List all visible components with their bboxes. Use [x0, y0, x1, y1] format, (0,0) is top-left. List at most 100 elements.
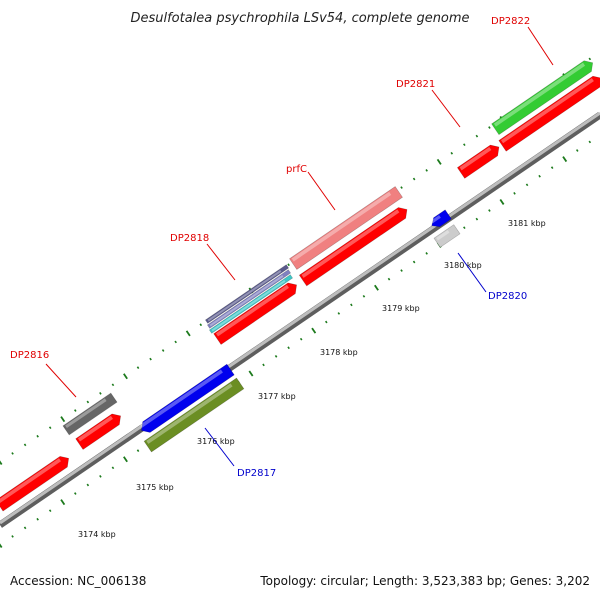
- tick-row-lower-minor-tick: [23, 526, 27, 530]
- tick-row-upper-minor-tick: [11, 452, 14, 455]
- feature-dp2820-grey: [433, 224, 461, 248]
- tick-row-upper-major-tick: [185, 330, 191, 337]
- tick-label-3180: 3180 kbp: [444, 261, 482, 270]
- feature-dp2817-blue: [139, 363, 235, 433]
- feature-dp2816-body: [62, 392, 118, 436]
- tick-row-upper-minor-tick: [136, 366, 140, 370]
- feature-dp2816: [62, 392, 118, 436]
- tick-row-lower-minor-tick: [463, 226, 466, 230]
- tick-row-lower-minor-tick: [550, 166, 554, 170]
- tick-row-lower-minor-tick: [36, 517, 39, 521]
- tick-row-lower-minor-tick: [99, 475, 102, 478]
- tick-row-upper-minor-tick: [450, 151, 454, 155]
- tick-row-upper-minor-tick: [174, 340, 177, 344]
- tick-row-upper-minor-tick: [48, 426, 52, 430]
- tick-label-3175: 3175 kbp: [136, 483, 174, 492]
- cds-dp2816-red: [0, 455, 70, 512]
- cds-prfc-red: [298, 207, 408, 287]
- gene-label-dp2821[interactable]: DP2821: [396, 79, 435, 90]
- tick-row-lower-minor-tick: [48, 509, 52, 513]
- cds-dp2818-red-body: [213, 282, 297, 345]
- tick-row-lower-minor-tick: [488, 209, 491, 212]
- cds-dp2821-red-highlight: [459, 146, 492, 171]
- tick-label-3179: 3179 kbp: [382, 304, 420, 313]
- feature-dp2820-grey-body: [433, 224, 461, 248]
- feature-dp2822-body: [491, 60, 594, 136]
- cds-dp2818-red: [213, 282, 297, 345]
- tick-row-lower-minor-tick: [111, 466, 115, 470]
- tick-row-lower-minor-tick: [412, 260, 416, 264]
- tick-row-upper-minor-tick: [111, 383, 115, 387]
- tick-row-lower-minor-tick: [262, 363, 265, 367]
- cds-dp2821-red-body: [456, 144, 500, 179]
- tick-label-3174: 3174 kbp: [78, 530, 116, 539]
- tick-row-lower-minor-tick: [11, 535, 14, 538]
- cds-dp2821-red: [456, 144, 500, 179]
- gene-label-dp2818[interactable]: DP2818: [170, 233, 209, 244]
- feature-dp2818-stripe3-body: [208, 274, 294, 334]
- tick-row-upper-minor-tick: [36, 434, 39, 438]
- gene-label-dp2820[interactable]: DP2820: [488, 291, 527, 302]
- feature-dp2820-blue: [430, 209, 452, 228]
- tick-row-upper-minor-tick: [99, 392, 102, 395]
- tick-row-lower-major-tick: [499, 198, 505, 205]
- tick-row-upper-minor-tick: [74, 409, 77, 412]
- tick-row-lower-minor-tick: [337, 312, 341, 315]
- gene-features: [0, 60, 600, 512]
- topology-text: Topology: circular; Length: 3,523,383 bp…: [259, 574, 590, 588]
- feature-dp2818-stripe3: [208, 274, 294, 334]
- tick-label-3181: 3181 kbp: [508, 219, 546, 228]
- feature-dp2817-olive-body: [143, 377, 245, 453]
- map-title: Desulfotalea psychrophila LSv54, complet…: [130, 11, 469, 26]
- tick-row-upper-major-tick: [436, 158, 442, 165]
- tick-row-lower-minor-tick: [274, 354, 278, 358]
- tick-row-lower-major-tick: [0, 543, 3, 548]
- feature-dp2818-stripe3-highlight: [211, 280, 286, 332]
- gene-label-dp2817[interactable]: DP2817: [237, 468, 276, 479]
- feature-dp2822: [491, 60, 594, 136]
- feature-prfc-body: [289, 186, 403, 270]
- backbone: [0, 111, 600, 528]
- gene-label-dp2816[interactable]: DP2816: [10, 350, 49, 361]
- tick-row-upper-minor-tick: [149, 357, 152, 361]
- tick-row-upper-major-tick: [60, 416, 66, 423]
- feature-dp2816-highlight: [65, 398, 107, 429]
- tick-row-lower-minor-tick: [350, 303, 353, 307]
- feature-dp2817-blue-body: [141, 363, 235, 433]
- gene-label-dp2822[interactable]: DP2822: [491, 16, 530, 27]
- tick-row-lower-minor-tick: [299, 337, 303, 341]
- tick-row-upper-minor-tick: [425, 169, 428, 172]
- tick-row-lower-major-tick: [248, 370, 254, 377]
- tick-label-3178: 3178 kbp: [320, 348, 358, 357]
- tick-row-upper-minor-tick: [199, 323, 203, 327]
- feature-dp2818-stripe2-highlight: [209, 275, 284, 327]
- tick-row-lower-minor-tick: [287, 346, 290, 350]
- tick-row-upper-minor-tick: [400, 186, 403, 189]
- feature-dp2818-stripe2: [206, 269, 292, 329]
- cds-dp2816-red-body: [0, 455, 70, 512]
- cds-dp2818-red-highlight: [215, 284, 289, 337]
- tick-row-upper-minor-tick: [488, 126, 491, 129]
- feature-dp2817-olive-highlight: [146, 383, 233, 444]
- tick-row-lower-minor-tick: [538, 174, 541, 178]
- tick-row-upper-minor-tick: [23, 443, 27, 447]
- feature-prfc-highlight: [291, 191, 392, 262]
- tick-row-upper-major-tick: [123, 373, 128, 380]
- tick-row-upper-minor-tick: [287, 263, 290, 267]
- tick-row-upper-minor-tick: [412, 177, 416, 181]
- feature-dp2818-stripe1-body: [204, 264, 290, 324]
- feature-dp2818-stripe1-highlight: [207, 270, 282, 322]
- feature-dp2820-blue-highlight: [430, 215, 441, 224]
- tick-label-3177: 3177 kbp: [258, 392, 296, 401]
- tick-row-upper-minor-tick: [161, 349, 165, 352]
- feature-dp2818-stripe2-body: [206, 269, 292, 329]
- cds-dp2816b-red-highlight: [77, 415, 113, 442]
- tick-row-lower-minor-tick: [475, 217, 479, 221]
- gene-label-prfc[interactable]: prfC: [286, 164, 307, 175]
- tick-row-lower-minor-tick: [575, 149, 579, 152]
- tick-row-lower-major-tick: [311, 327, 317, 334]
- feature-dp2817-olive: [143, 377, 245, 453]
- tick-row-lower-major-tick: [60, 499, 66, 506]
- cds-dp2816b-red-body: [75, 413, 121, 450]
